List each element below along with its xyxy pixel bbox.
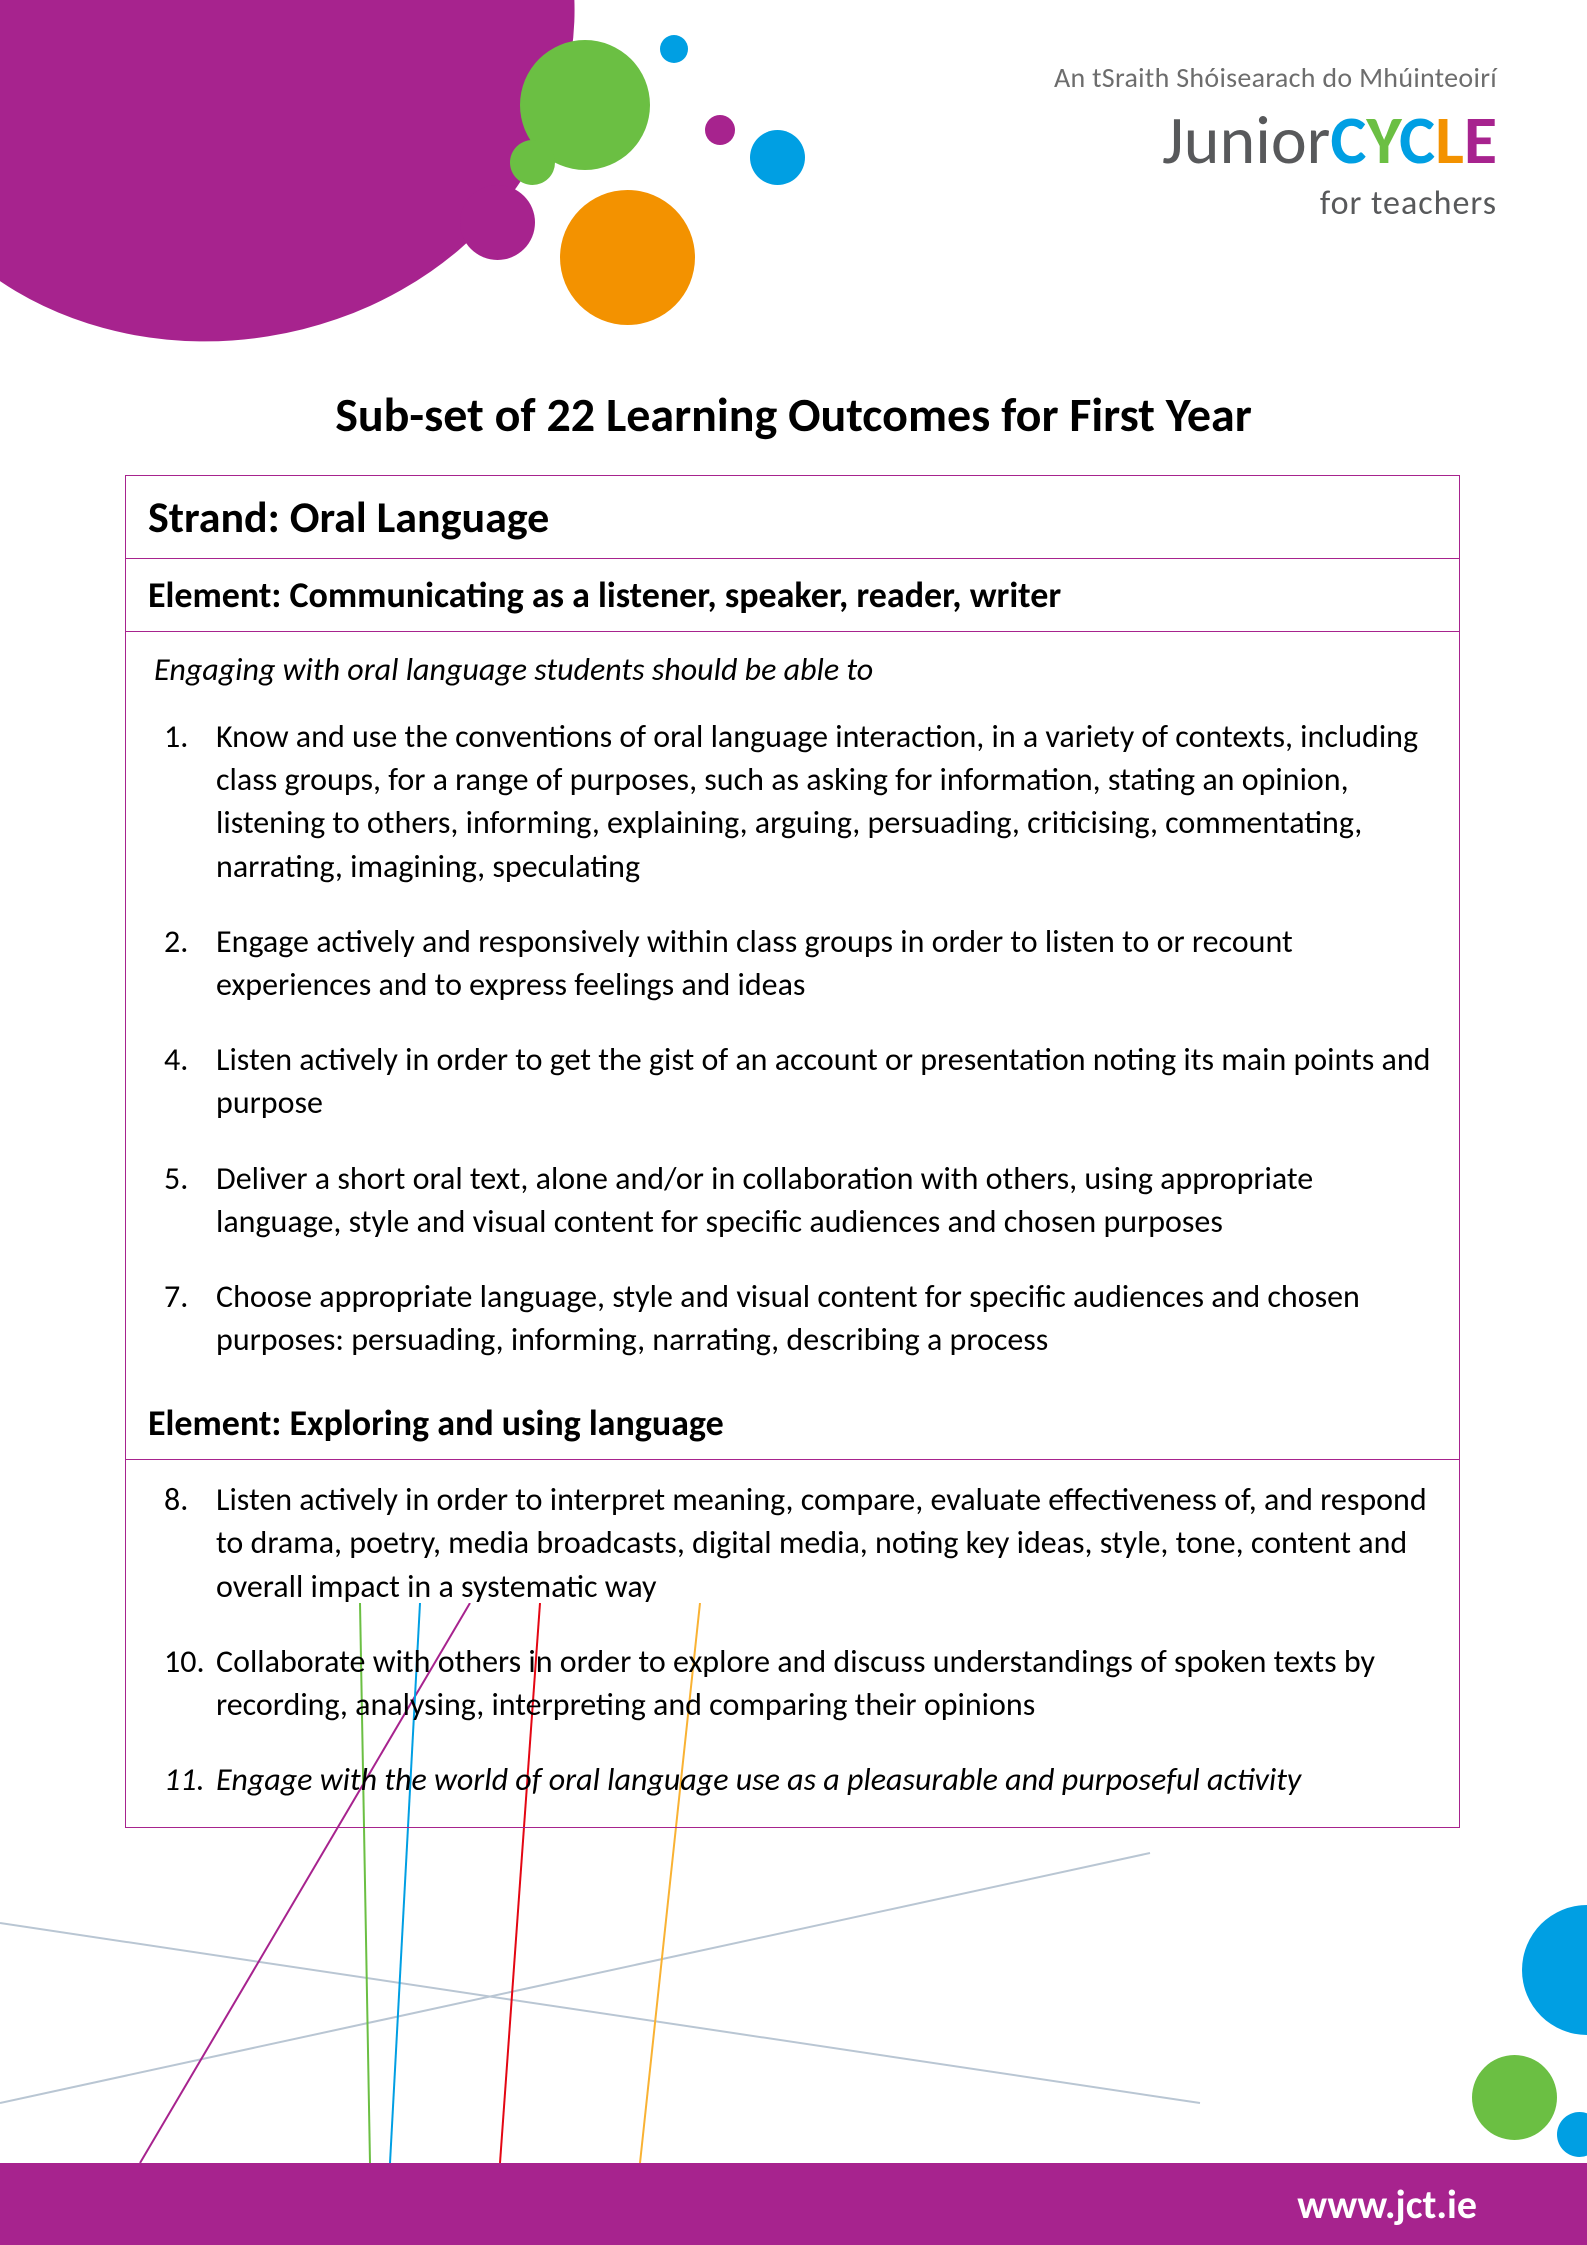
element-title: Communicating as a listener, speaker, re… <box>289 573 1061 617</box>
outcome-text: Know and use the conventions of oral lan… <box>216 715 1431 888</box>
outcome-text: Engage with the world of oral language u… <box>216 1758 1431 1801</box>
outcome-number: 7. <box>154 1275 216 1361</box>
element-heading-1: Element: Communicating as a listener, sp… <box>126 559 1459 632</box>
logo-letter: C <box>1330 99 1366 182</box>
outcome-item: 10.Collaborate with others in order to e… <box>154 1640 1431 1726</box>
logo-letter: C <box>1399 99 1435 182</box>
content-box: Strand: Oral Language Element: Communica… <box>125 475 1460 1828</box>
outcome-text: Choose appropriate language, style and v… <box>216 1275 1431 1361</box>
page-title: Sub-set of 22 Learning Outcomes for Firs… <box>0 385 1587 444</box>
dot-green-icon <box>510 140 555 185</box>
outcome-item: 8.Listen actively in order to interpret … <box>154 1478 1431 1608</box>
outcome-number: 2. <box>154 920 216 1006</box>
dot-blue-icon <box>1522 1905 1587 2035</box>
outcome-number: 11. <box>154 1758 216 1801</box>
element-label: Element <box>148 573 271 617</box>
logo-main: JuniorCYCLE <box>1054 107 1497 175</box>
outcome-number: 4. <box>154 1038 216 1124</box>
logo-letter: Y <box>1366 99 1399 182</box>
footer-band: www.jct.ie <box>0 2163 1587 2245</box>
logo-letter: L <box>1435 99 1464 182</box>
outcomes-list-1: 1.Know and use the conventions of oral l… <box>154 715 1431 1361</box>
logo-sub: for teachers <box>1054 183 1497 224</box>
dot-purple-icon <box>705 115 735 145</box>
element-2-body: 8.Listen actively in order to interpret … <box>126 1460 1459 1827</box>
outcome-item: 1.Know and use the conventions of oral l… <box>154 715 1431 888</box>
logo-tagline: An tSraith Shóisearach do Mhúinteoirí <box>1054 60 1497 95</box>
header-blob <box>0 0 597 364</box>
footer-url: www.jct.ie <box>1297 2180 1477 2229</box>
outcome-item: 11.Engage with the world of oral languag… <box>154 1758 1431 1801</box>
outcome-item: 4.Listen actively in order to get the gi… <box>154 1038 1431 1124</box>
page: An tSraith Shóisearach do Mhúinteoirí Ju… <box>0 0 1587 2245</box>
outcome-text: Collaborate with others in order to expl… <box>216 1640 1431 1726</box>
outcome-number: 1. <box>154 715 216 888</box>
logo-junior: Junior <box>1162 99 1330 182</box>
dot-blue-icon <box>660 35 688 63</box>
outcome-number: 8. <box>154 1478 216 1608</box>
outcome-number: 5. <box>154 1157 216 1243</box>
outcome-item: 7.Choose appropriate language, style and… <box>154 1275 1431 1361</box>
outcome-text: Listen actively in order to get the gist… <box>216 1038 1431 1124</box>
dot-purple-icon <box>460 185 535 260</box>
colon: : <box>271 573 289 617</box>
dot-green-icon <box>1472 2055 1557 2140</box>
element-1-intro: Engaging with oral language students sho… <box>154 650 1431 689</box>
logo-letter: E <box>1464 99 1497 182</box>
element-1-body: Engaging with oral language students sho… <box>126 632 1459 1387</box>
outcome-number: 10. <box>154 1640 216 1726</box>
dot-orange-icon <box>560 190 695 325</box>
outcome-text: Listen actively in order to interpret me… <box>216 1478 1431 1608</box>
dot-blue-icon <box>750 130 805 185</box>
outcome-text: Engage actively and responsively within … <box>216 920 1431 1006</box>
strand-heading: Strand: Oral Language <box>126 476 1459 559</box>
outcome-item: 5.Deliver a short oral text, alone and/o… <box>154 1157 1431 1243</box>
element-heading-2: Element: Exploring and using language <box>126 1387 1459 1460</box>
dot-blue-icon <box>1557 2112 1587 2157</box>
outcome-text: Deliver a short oral text, alone and/or … <box>216 1157 1431 1243</box>
outcomes-list-2: 8.Listen actively in order to interpret … <box>154 1478 1431 1801</box>
outcome-item: 2.Engage actively and responsively withi… <box>154 920 1431 1006</box>
logo-block: An tSraith Shóisearach do Mhúinteoirí Ju… <box>1054 60 1497 224</box>
